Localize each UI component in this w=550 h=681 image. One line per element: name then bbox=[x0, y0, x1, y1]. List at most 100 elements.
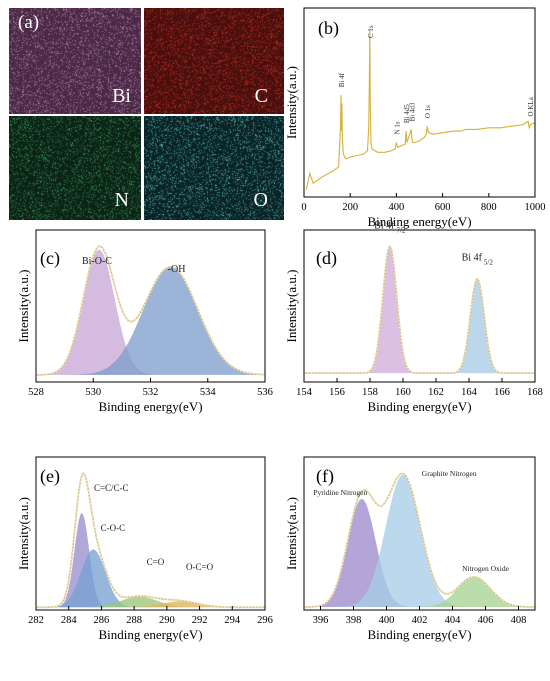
map-tile-n: N bbox=[9, 116, 141, 220]
peak-fill bbox=[304, 577, 535, 607]
peak-fill bbox=[304, 278, 535, 374]
peak-fill bbox=[304, 474, 535, 607]
x-tick-label: 400 bbox=[389, 202, 405, 213]
annotation-label: C 1s bbox=[367, 25, 375, 38]
x-tick-label: 164 bbox=[461, 387, 478, 398]
x-axis-label: Binding energy(eV) bbox=[367, 399, 471, 414]
map-tile-bi: Bi bbox=[9, 8, 141, 114]
x-tick-label: 292 bbox=[192, 615, 208, 626]
x-tick-label: 396 bbox=[313, 615, 329, 626]
x-tick-label: 168 bbox=[527, 387, 543, 398]
panel-label-a: (a) bbox=[18, 12, 40, 33]
y-axis-label: Intensity(a.u.) bbox=[16, 270, 31, 343]
x-tick-label: 536 bbox=[257, 387, 273, 398]
chart-panel-f: Pyridine Nitrogen Graphite Nitrogen Nitrog… bbox=[284, 456, 536, 642]
annotation-label: Bi 4d5 bbox=[403, 104, 411, 123]
annotation-label: N 1s bbox=[393, 121, 401, 134]
envelope-dots bbox=[36, 245, 265, 376]
x-axis-label: Binding energy(eV) bbox=[98, 399, 202, 414]
map-canvas-c bbox=[144, 8, 284, 114]
x-tick-label: 284 bbox=[61, 615, 78, 626]
x-axis-label: Binding energy(eV) bbox=[367, 214, 471, 229]
x-tick-label: 160 bbox=[395, 387, 411, 398]
x-tick-label: 406 bbox=[478, 615, 494, 626]
panel-label-d: (d) bbox=[316, 248, 337, 269]
map-label-o: O bbox=[253, 189, 268, 211]
peak-label: Pyridine Nitrogen bbox=[313, 488, 367, 497]
map-tile-c: C bbox=[144, 8, 284, 114]
x-tick-label: 402 bbox=[412, 615, 428, 626]
peak-fill bbox=[36, 266, 265, 375]
x-tick-label: 158 bbox=[362, 387, 378, 398]
annotation-label: Bi 4f bbox=[338, 72, 346, 87]
panel-label-f: (f) bbox=[316, 466, 334, 487]
peak-fill bbox=[304, 246, 535, 374]
peak-label: Nitrogen Oxide bbox=[462, 564, 510, 573]
envelope-dots bbox=[304, 245, 535, 374]
annotation-label: O 1s bbox=[424, 105, 432, 118]
panel-label-e: (e) bbox=[40, 466, 60, 487]
x-axis-label: Binding energy(eV) bbox=[367, 627, 471, 642]
x-tick-label: 290 bbox=[159, 615, 175, 626]
survey-line bbox=[305, 29, 536, 190]
envelope-dots bbox=[304, 472, 535, 608]
map-label-n: N bbox=[114, 189, 129, 211]
plot-frame bbox=[35, 456, 266, 611]
map-canvas-o bbox=[144, 116, 284, 220]
x-tick-label: 154 bbox=[296, 387, 313, 398]
map-label-bi: Bi bbox=[112, 85, 131, 107]
x-tick-label: 288 bbox=[126, 615, 142, 626]
x-axis-label: Binding energy(eV) bbox=[98, 627, 202, 642]
map-label-c: C bbox=[254, 85, 268, 107]
peak-label: Bi-O-C bbox=[82, 256, 112, 267]
x-tick-label: 1000 bbox=[525, 202, 546, 213]
peak-label-subscript: 5/2 bbox=[484, 259, 493, 267]
peak-label: Bi 4f 5/2 bbox=[462, 253, 494, 267]
peak-label: Graphite Nitrogen bbox=[422, 469, 477, 478]
envelope-dots bbox=[36, 472, 265, 608]
annotation-label: O KLa bbox=[527, 96, 535, 116]
x-tick-label: 0 bbox=[301, 202, 306, 213]
peak-label: C-O-C bbox=[101, 523, 126, 533]
x-tick-label: 156 bbox=[329, 387, 345, 398]
y-axis-label: Intensity(a.u.) bbox=[284, 66, 299, 139]
panel-label-c: (c) bbox=[40, 248, 60, 269]
peak-fill bbox=[36, 549, 265, 608]
x-tick-label: 534 bbox=[200, 387, 217, 398]
y-axis-label: Intensity(a.u.) bbox=[16, 497, 31, 570]
x-tick-label: 282 bbox=[28, 615, 44, 626]
x-tick-label: 200 bbox=[342, 202, 358, 213]
peak-fill bbox=[304, 499, 535, 607]
plot-frame bbox=[303, 7, 536, 198]
chart-panel-e: C=C/C-C C-O-C C=O O-C=O 282 284 286 288 290 292 29… bbox=[16, 456, 273, 642]
y-axis-label: Intensity(a.u.) bbox=[284, 270, 299, 343]
x-tick-label: 398 bbox=[346, 615, 362, 626]
y-axis-label: Intensity(a.u.) bbox=[284, 497, 299, 570]
x-tick-label: 408 bbox=[511, 615, 527, 626]
x-tick-label: 800 bbox=[481, 202, 497, 213]
plot-frame bbox=[303, 229, 536, 383]
x-tick-label: 400 bbox=[379, 615, 395, 626]
x-tick-label: 296 bbox=[257, 615, 273, 626]
peak-fill bbox=[36, 249, 265, 375]
chart-panel-c: Bi-O-C -OH 528 530 532 534 536 Binding energy(e… bbox=[16, 229, 273, 414]
x-tick-label: 532 bbox=[143, 387, 159, 398]
peak-label: C=C/C-C bbox=[94, 483, 129, 493]
envelope-line bbox=[304, 245, 535, 374]
annotation-label: Bi 4d3 bbox=[409, 102, 417, 121]
x-tick-label: 286 bbox=[94, 615, 110, 626]
x-tick-label: 166 bbox=[494, 387, 510, 398]
peak-label: -OH bbox=[168, 264, 186, 275]
x-tick-label: 294 bbox=[224, 615, 241, 626]
x-tick-label: 530 bbox=[85, 387, 101, 398]
map-tile-o: O bbox=[144, 116, 284, 220]
peak-label: C=O bbox=[147, 557, 165, 567]
panel-label-b: (b) bbox=[318, 18, 339, 39]
peak-label: O-C=O bbox=[186, 562, 214, 572]
x-tick-label: 404 bbox=[445, 615, 462, 626]
x-tick-label: 600 bbox=[435, 202, 451, 213]
peak-fill bbox=[36, 596, 265, 608]
